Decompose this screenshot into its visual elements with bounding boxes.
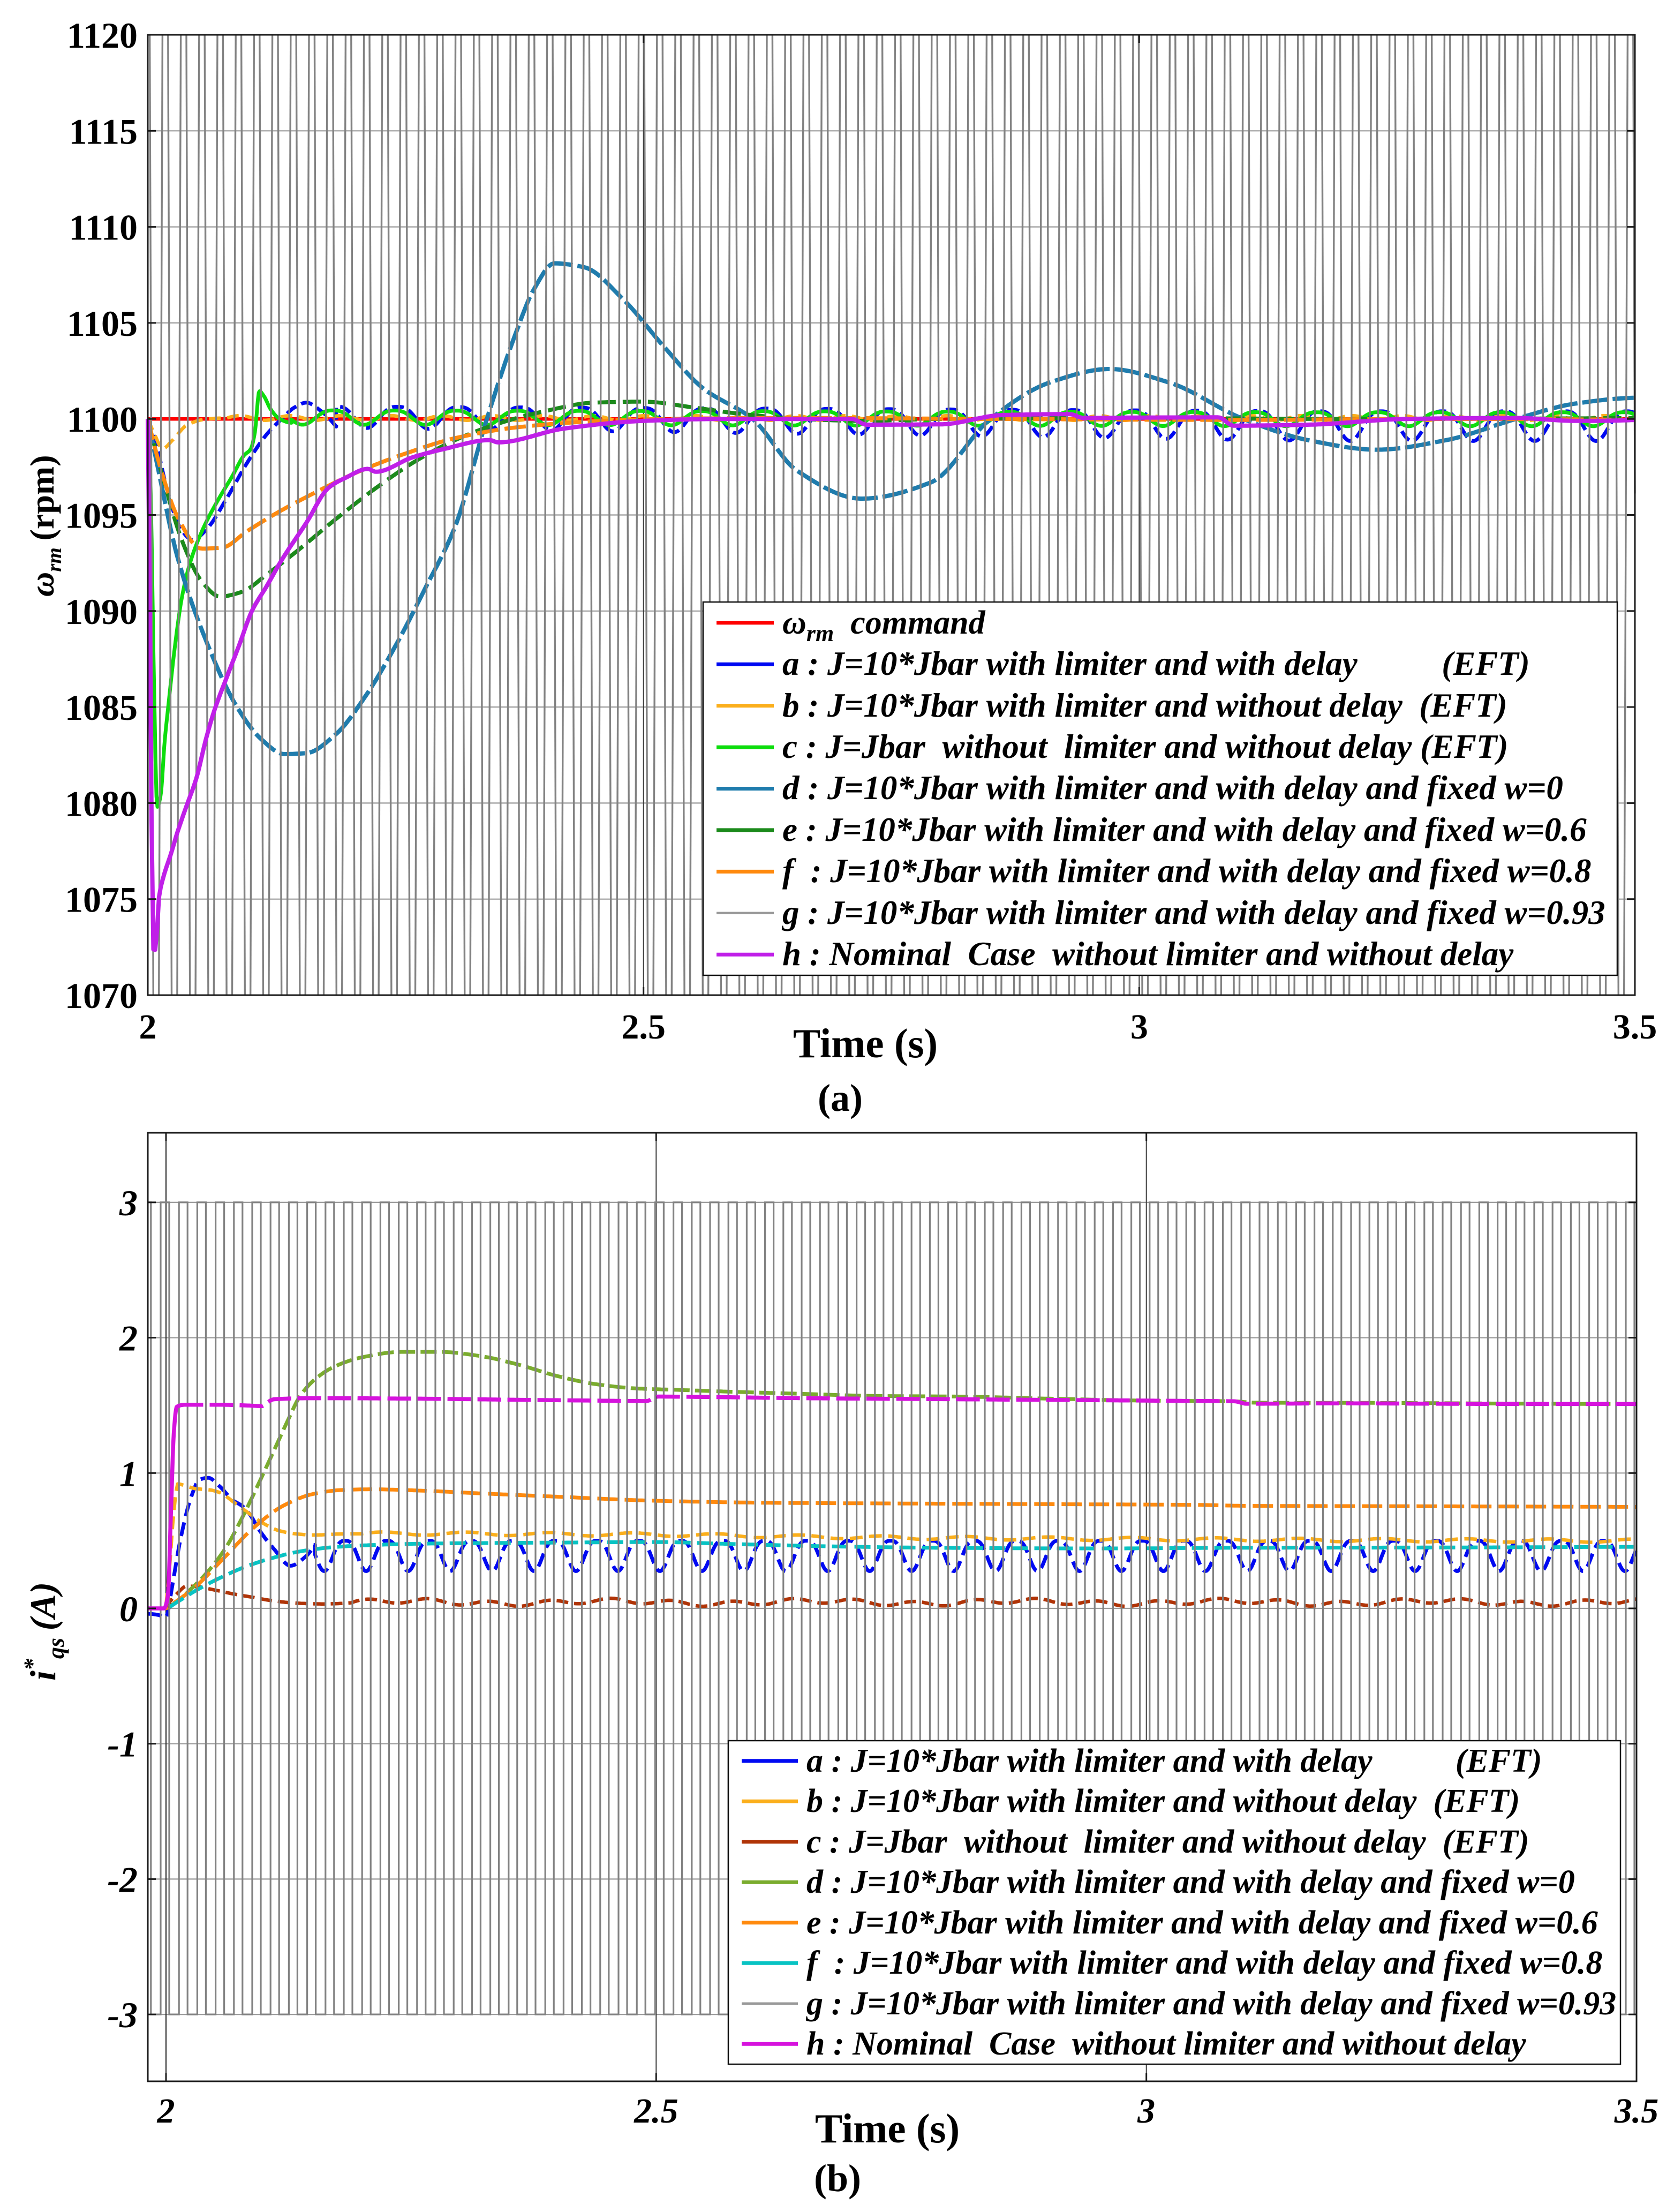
svg-text:1075: 1075 [65,879,138,920]
svg-text:3.5: 3.5 [1613,1007,1657,1047]
svg-text:e : J=10*Jbar with limiter and: e : J=10*Jbar with limiter and with dela… [782,811,1587,848]
svg-text:1: 1 [119,1453,138,1494]
svg-text:(a): (a) [818,1077,863,1119]
svg-text:c : J=Jbar without limiter and: c : J=Jbar without limiter and without d… [782,728,1509,765]
svg-text:1085: 1085 [65,687,138,728]
svg-text:0: 0 [119,1589,138,1629]
svg-text:3: 3 [119,1183,138,1223]
svg-text:1080: 1080 [65,783,138,824]
svg-text:(b): (b) [814,2157,861,2200]
svg-text:Time (s): Time (s) [815,2105,960,2151]
svg-text:c : J=Jbar without limiter and: c : J=Jbar without limiter and without d… [806,1824,1529,1860]
svg-text:d : J=10*Jbar with limiter and: d : J=10*Jbar with limiter and with dela… [806,1864,1575,1900]
svg-text:2: 2 [119,1318,138,1359]
svg-text:2.5: 2.5 [634,2091,678,2131]
svg-text:3.5: 3.5 [1614,2091,1659,2131]
svg-text:ωrm command: ωrm command [782,605,986,646]
svg-text:1070: 1070 [65,975,138,1016]
svg-text:ωrm (rpm): ωrm (rpm) [23,455,66,597]
svg-text:1090: 1090 [65,591,138,632]
svg-text:Time (s): Time (s) [793,1020,938,1066]
svg-text:1120: 1120 [67,15,138,56]
svg-text:e : J=10*Jbar with limiter and: e : J=10*Jbar with limiter and with dela… [806,1905,1598,1941]
svg-text:-2: -2 [107,1859,138,1900]
svg-text:1100: 1100 [67,399,138,440]
svg-text:f : J=10*Jbar with limiter and: f : J=10*Jbar with limiter and with dela… [782,852,1591,890]
svg-text:-1: -1 [107,1724,138,1765]
svg-text:h : Nominal Case without limit: h : Nominal Case without limiter and wit… [806,2026,1526,2062]
svg-text:1115: 1115 [69,111,138,152]
svg-text:1110: 1110 [69,207,138,248]
svg-text:2.5: 2.5 [621,1007,666,1047]
svg-text:b : J=10*Jbar with limiter and: b : J=10*Jbar with limiter and without d… [806,1783,1520,1819]
svg-text:d : J=10*Jbar with limiter and: d : J=10*Jbar with limiter and with dela… [782,769,1563,807]
svg-text:i*qs (A): i*qs (A) [19,1582,69,1681]
svg-text:a : J=10*Jbar with limiter and: a : J=10*Jbar with limiter and with dela… [782,645,1530,682]
svg-text:-3: -3 [107,1995,138,2035]
svg-text:a : J=10*Jbar with limiter and: a : J=10*Jbar with limiter and with dela… [806,1743,1542,1779]
svg-text:2: 2 [139,1007,157,1047]
svg-text:g : J=10*Jbar with limiter and: g : J=10*Jbar with limiter and with dela… [781,894,1605,931]
svg-text:b : J=10*Jbar with limiter and: b : J=10*Jbar with limiter and without d… [782,687,1507,724]
svg-text:h : Nominal Case without limit: h : Nominal Case without limiter and wit… [782,935,1514,973]
svg-text:3: 3 [1130,1007,1148,1047]
svg-text:g : J=10*Jbar with limiter and: g : J=10*Jbar with limiter and with dela… [805,1985,1616,2022]
svg-text:1095: 1095 [65,495,138,536]
svg-text:2: 2 [157,2091,175,2131]
svg-text:1105: 1105 [67,303,138,344]
svg-text:f : J=10*Jbar with limiter and: f : J=10*Jbar with limiter and with dela… [806,1945,1602,1981]
svg-text:3: 3 [1137,2091,1155,2131]
